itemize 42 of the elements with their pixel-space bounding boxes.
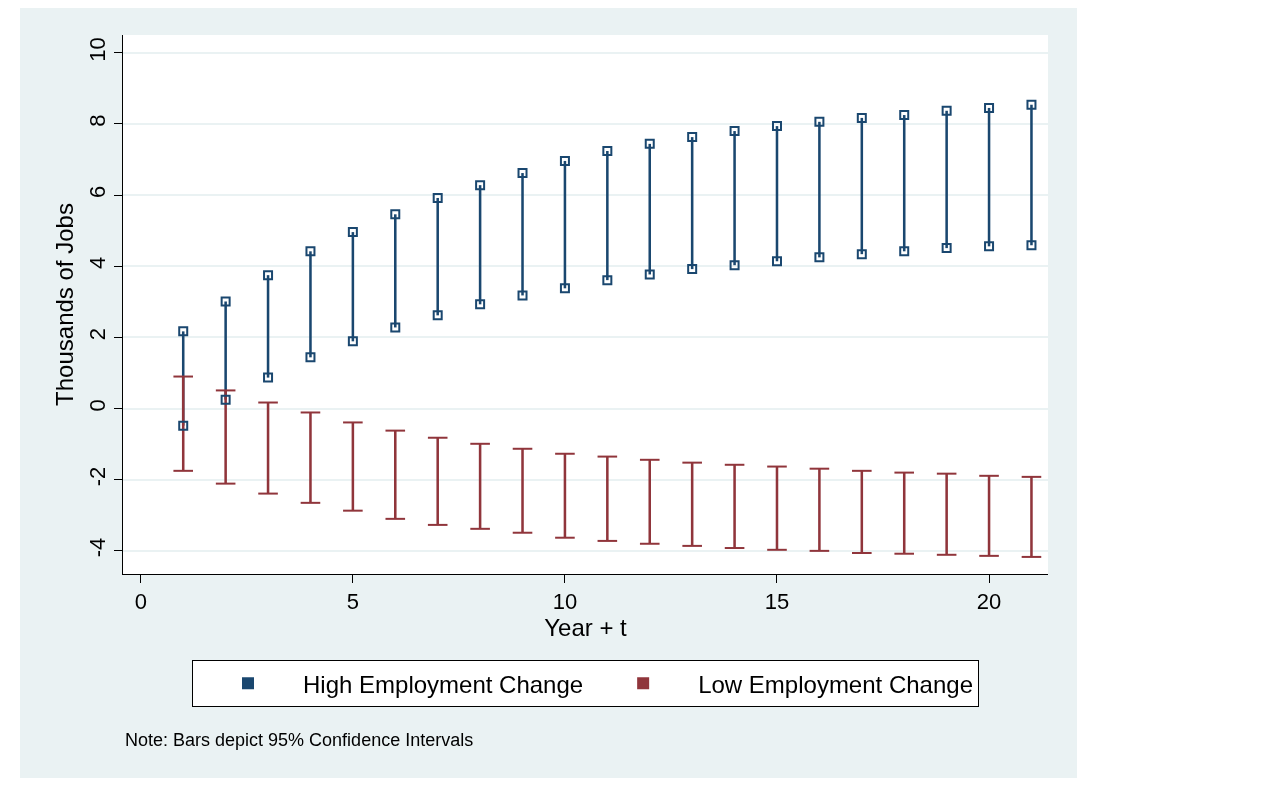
bar bbox=[181, 376, 185, 471]
bar bbox=[648, 143, 652, 275]
bar bbox=[733, 464, 736, 549]
bar bbox=[902, 115, 906, 252]
bar bbox=[436, 197, 439, 316]
x-tick-label: 15 bbox=[764, 589, 790, 615]
bar bbox=[309, 251, 312, 358]
bar bbox=[606, 456, 609, 541]
y-tick-label: 0 bbox=[85, 399, 111, 412]
bar bbox=[521, 448, 524, 533]
x-tick-label: 20 bbox=[976, 589, 1002, 615]
y-tick-label: -2 bbox=[85, 466, 111, 487]
text: Note: Bars depict 95% Confidence Intervals bbox=[125, 730, 474, 750]
y-tick-label: 2 bbox=[85, 327, 111, 341]
bar bbox=[818, 468, 821, 551]
bar bbox=[648, 459, 652, 544]
y-tick-label: 6 bbox=[85, 185, 111, 198]
bar bbox=[1030, 104, 1033, 246]
x-tick-label: 5 bbox=[346, 589, 359, 615]
y-axis-title: Thousands of Jobs bbox=[51, 203, 79, 406]
x-axis-title: Year + t bbox=[544, 614, 628, 642]
bar bbox=[902, 472, 906, 554]
x-tick-label: 0 bbox=[134, 589, 147, 615]
y-tick-label: 8 bbox=[85, 114, 111, 127]
y-tick-label: 10 bbox=[85, 37, 111, 62]
bar bbox=[309, 412, 312, 503]
bar bbox=[1030, 476, 1033, 557]
bar bbox=[394, 214, 397, 328]
bar bbox=[606, 150, 609, 281]
bar bbox=[945, 110, 948, 249]
legend-label: Low Employment Change bbox=[698, 670, 973, 698]
bar bbox=[436, 437, 439, 525]
y-tick-label: -4 bbox=[85, 537, 111, 558]
bar bbox=[945, 473, 948, 555]
bar bbox=[521, 173, 524, 296]
bar bbox=[224, 390, 227, 484]
bar bbox=[733, 131, 736, 266]
bar bbox=[394, 430, 397, 519]
y-tick-label: 4 bbox=[85, 256, 111, 270]
legend-label: High Employment Change bbox=[303, 670, 584, 698]
bar bbox=[818, 121, 821, 258]
x-tick-label: 10 bbox=[552, 589, 578, 615]
